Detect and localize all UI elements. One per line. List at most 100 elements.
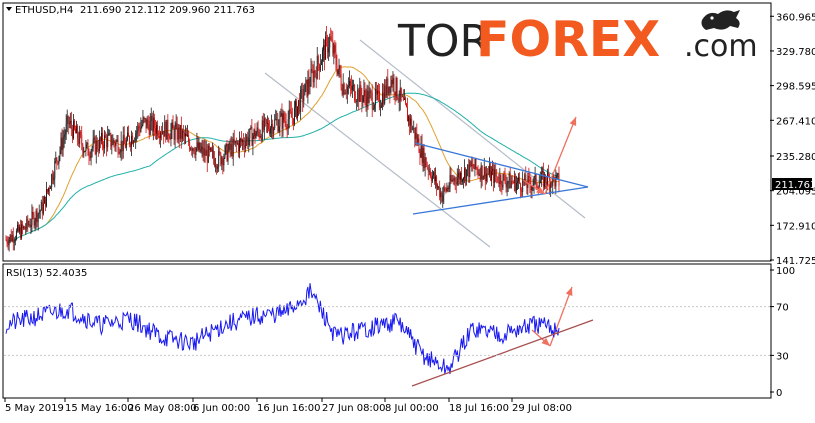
candle (192, 147, 194, 158)
candle (527, 173, 529, 196)
candle (172, 115, 174, 129)
candle (507, 180, 509, 193)
candle (119, 149, 121, 158)
candle (92, 130, 94, 152)
candle (190, 146, 192, 151)
candle (158, 130, 160, 139)
candle (150, 107, 152, 131)
candle (239, 131, 240, 159)
candle (508, 171, 510, 189)
candle (483, 157, 485, 180)
candle (268, 117, 269, 132)
candle (93, 129, 95, 144)
candle (285, 113, 287, 131)
candle (473, 163, 475, 169)
candle (184, 129, 185, 145)
candle (399, 79, 401, 111)
candle (440, 187, 442, 205)
candle (26, 215, 28, 233)
rsi-panel[interactable] (2, 263, 772, 399)
candle (352, 79, 354, 98)
candle (42, 196, 44, 216)
candle (513, 170, 515, 192)
candle (126, 126, 128, 142)
candle (49, 185, 51, 197)
candle (361, 87, 363, 113)
candle (533, 175, 535, 194)
candle (343, 82, 345, 96)
candle (56, 156, 58, 170)
candle (308, 69, 310, 95)
candle (446, 182, 448, 193)
candle (254, 123, 256, 144)
time-tick-label: 5 May 2019 (5, 403, 64, 414)
candle (273, 126, 275, 139)
candle (551, 180, 553, 188)
candle (37, 212, 39, 231)
candle (424, 152, 426, 177)
candle (14, 235, 16, 246)
candle (8, 236, 10, 252)
candle (218, 145, 220, 172)
price-panel[interactable] (2, 2, 772, 262)
candle (201, 139, 203, 158)
candle (159, 125, 161, 145)
time-tick-label: 29 Jul 08:00 (512, 403, 572, 414)
candle (211, 146, 212, 153)
candle (330, 27, 332, 41)
candle (314, 69, 316, 78)
candle (425, 156, 427, 168)
candle (207, 143, 209, 164)
candle (428, 164, 430, 176)
candle (88, 148, 90, 166)
candle (359, 77, 361, 102)
candle (354, 83, 356, 103)
candle (439, 180, 441, 201)
candle (140, 117, 142, 133)
candle (344, 89, 346, 95)
candle (235, 137, 237, 153)
candle (284, 111, 286, 128)
price-tick: 329.780 (770, 47, 815, 58)
price-tick-label: 235.280 (776, 152, 815, 163)
candle (160, 130, 162, 148)
candle (398, 90, 400, 112)
candle (541, 166, 543, 180)
time-tick: 18 Jul 16:00 (448, 398, 509, 414)
candle (253, 128, 255, 140)
candle (517, 177, 518, 190)
candle (260, 133, 262, 143)
candle (130, 141, 131, 152)
candle (392, 71, 394, 92)
candle (95, 134, 97, 164)
candle (420, 135, 422, 159)
candle (310, 58, 312, 88)
candle (471, 156, 473, 172)
price-tick-label: 298.595 (776, 82, 815, 93)
candle (544, 171, 545, 190)
candle (412, 125, 414, 131)
candle (501, 180, 503, 195)
candle (78, 131, 80, 147)
candle (38, 204, 40, 219)
candle (465, 167, 467, 187)
candle (326, 26, 328, 47)
candle (509, 167, 511, 189)
rsi-trend-line (411, 319, 594, 387)
candle (426, 161, 428, 170)
candle (434, 168, 435, 185)
candle (498, 173, 500, 188)
candle (449, 166, 451, 193)
candle (24, 225, 26, 230)
candle (356, 99, 358, 111)
candle (482, 175, 484, 181)
candle (51, 173, 53, 191)
price-tick-label: 329.780 (776, 47, 815, 58)
candle (115, 139, 117, 153)
candle (27, 214, 29, 232)
candle (365, 88, 367, 112)
candle (189, 138, 191, 152)
candle (470, 160, 472, 168)
candle (269, 120, 271, 136)
